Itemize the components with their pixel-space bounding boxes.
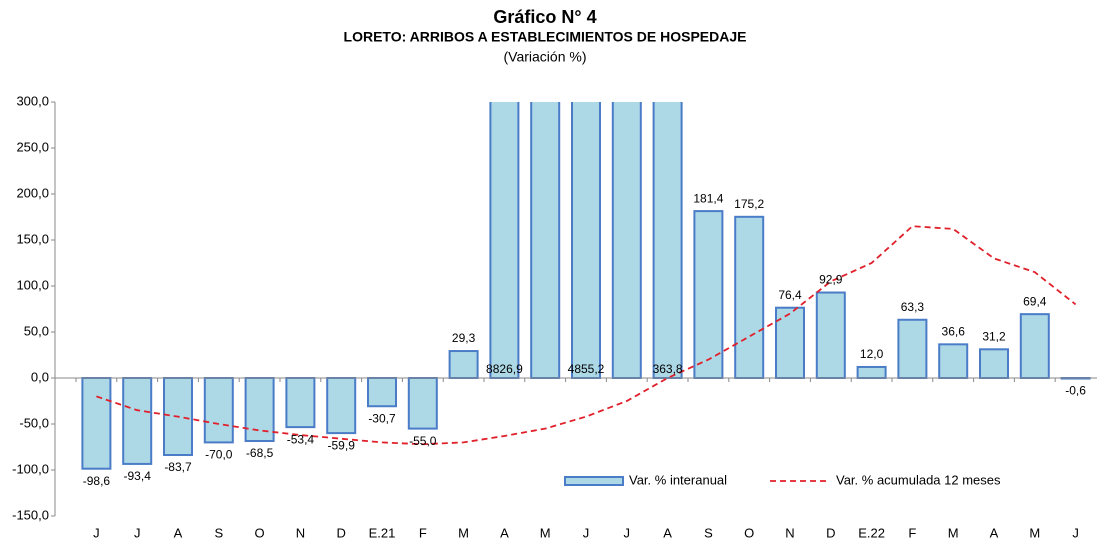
y-tick-label: 150,0 <box>16 231 49 246</box>
data-label: 69,4 <box>1023 294 1047 308</box>
data-label: -83,7 <box>164 460 192 474</box>
bar <box>326 377 357 435</box>
bar <box>285 377 316 429</box>
legend-label: Var. % acumulada 12 meses <box>836 472 1001 487</box>
bar <box>856 365 887 379</box>
bar <box>122 377 153 465</box>
bar <box>407 377 438 430</box>
x-tick-label: N <box>296 525 305 540</box>
y-tick-label: 50,0 <box>24 323 49 338</box>
data-label: 8826,9 <box>486 362 523 376</box>
y-tick-label: 250,0 <box>16 139 49 154</box>
data-label: 175,2 <box>734 197 764 211</box>
x-tick-label: O <box>744 525 754 540</box>
y-tick-label: -150,0 <box>12 507 49 522</box>
x-tick-label: E.21 <box>369 525 396 540</box>
bar <box>979 348 1009 379</box>
data-label: -30,7 <box>368 411 396 425</box>
x-tick-label: J <box>624 525 631 540</box>
x-tick-label: A <box>174 525 183 540</box>
data-label: 363,8 <box>653 362 683 376</box>
x-tick-label: A <box>500 525 509 540</box>
data-label: 12,0 <box>860 347 884 361</box>
data-label: 31,2 <box>982 329 1006 343</box>
x-tick-label: M <box>458 525 469 540</box>
legend-label: Var. % interanual <box>629 472 727 487</box>
data-label: -68,5 <box>246 446 274 460</box>
data-label: 63,3 <box>901 300 925 314</box>
x-tick-label: J <box>583 525 590 540</box>
legend-swatch <box>564 476 624 486</box>
bar <box>367 377 397 408</box>
bar <box>81 377 112 470</box>
bar <box>652 102 683 380</box>
data-label: -0,6 <box>1065 384 1086 398</box>
x-tick-label: N <box>785 525 794 540</box>
bar <box>815 291 846 380</box>
y-axis-title: (Variación %) <box>504 49 587 65</box>
bar <box>734 215 765 379</box>
y-tick-label: -100,0 <box>12 461 49 476</box>
chart-title: Gráfico N° 4 <box>493 7 596 27</box>
data-label: 4855,2 <box>568 362 605 376</box>
bar <box>1019 313 1050 380</box>
data-label: -93,4 <box>124 469 152 483</box>
x-tick-label: A <box>990 525 999 540</box>
x-tick-label: J <box>93 525 100 540</box>
bar <box>897 318 928 380</box>
data-label: 36,6 <box>942 324 966 338</box>
bar <box>938 343 969 380</box>
data-label: -55,0 <box>409 434 437 448</box>
bar <box>244 377 275 443</box>
data-label: 29,3 <box>452 331 476 345</box>
data-label: -59,9 <box>328 438 356 452</box>
x-tick-label: D <box>826 525 835 540</box>
x-tick-label: S <box>704 525 713 540</box>
x-tick-label: M <box>1029 525 1040 540</box>
data-label: 181,4 <box>693 191 723 205</box>
data-label: -98,6 <box>83 474 111 488</box>
x-tick-label: J <box>1072 525 1079 540</box>
data-label: -70,0 <box>205 448 233 462</box>
data-label: -53,4 <box>287 432 315 446</box>
x-tick-label: M <box>540 525 551 540</box>
x-tick-label: F <box>908 525 916 540</box>
x-tick-label: S <box>214 525 223 540</box>
bar <box>571 102 601 380</box>
x-tick-label: D <box>337 525 346 540</box>
bar <box>203 377 234 444</box>
x-tick-label: F <box>419 525 427 540</box>
bar <box>448 350 479 380</box>
y-tick-label: 0,0 <box>31 369 49 384</box>
x-tick-label: A <box>663 525 672 540</box>
chart-subtitle: LORETO: ARRIBOS A ESTABLECIMIENTOS DE HO… <box>344 29 747 45</box>
data-label: 92,9 <box>819 273 843 287</box>
y-tick-label: 100,0 <box>16 277 49 292</box>
x-tick-label: M <box>948 525 959 540</box>
data-label: 76,4 <box>778 288 802 302</box>
x-tick-label: J <box>134 525 141 540</box>
y-tick-label: -50,0 <box>19 415 49 430</box>
bar <box>693 210 724 379</box>
x-tick-label: O <box>255 525 265 540</box>
y-tick-label: 200,0 <box>16 185 49 200</box>
x-tick-label: E.22 <box>858 525 885 540</box>
bar <box>611 102 642 379</box>
plot <box>81 102 1091 470</box>
y-tick-label: 300,0 <box>16 93 49 108</box>
